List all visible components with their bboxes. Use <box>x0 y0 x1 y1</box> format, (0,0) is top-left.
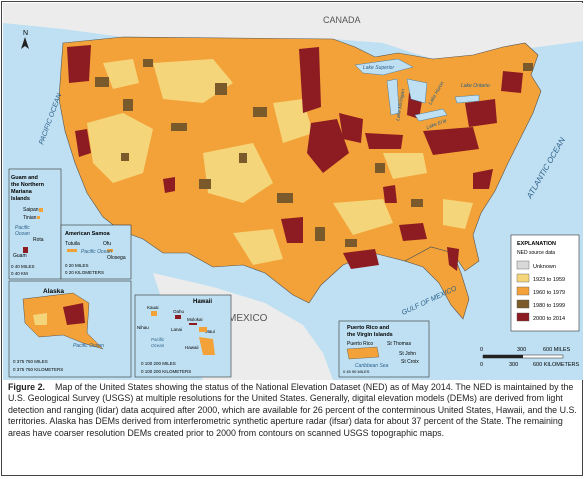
inset-hawaii: Hawaii Kauai Nihau Oahu Molokai Lanai Ma… <box>134 294 232 378</box>
zones-2000-2014 <box>67 45 523 271</box>
legend-swatch <box>516 312 530 322</box>
svg-text:Tutuila: Tutuila <box>65 241 80 247</box>
svg-text:Pacific Ocean: Pacific Ocean <box>73 343 104 349</box>
label-pacific-ocean: PACIFIC OCEAN <box>38 92 63 146</box>
legend-title: EXPLANATION <box>517 241 556 247</box>
svg-text:Ofu: Ofu <box>103 241 111 247</box>
label-mexico: MEXICO <box>228 313 268 324</box>
inset-alaska: Alaska Pacific Ocean 0 375 750 MILES 0 3… <box>8 280 132 378</box>
legend-swatch <box>516 299 530 309</box>
svg-text:0 375 750 KILOMETERS: 0 375 750 KILOMETERS <box>13 367 63 372</box>
svg-text:Hawaii: Hawaii <box>185 345 199 350</box>
svg-text:0 40 MILES: 0 40 MILES <box>11 264 35 269</box>
lake-huron <box>406 78 428 104</box>
legend-label: 1960 to 1979 <box>533 290 565 296</box>
label-atlantic-ocean: ATLANTIC OCEAN <box>524 136 567 201</box>
us-ned-map: CANADA MEXICO PACIFIC OCEAN ATLANTIC OCE… <box>3 3 583 380</box>
lake-michigan <box>386 78 400 116</box>
svg-text:600 KILOMETERS: 600 KILOMETERS <box>533 362 579 368</box>
svg-text:Ocean: Ocean <box>151 343 165 348</box>
svg-text:300: 300 <box>517 347 526 353</box>
inset-guam: Guam and the Northern Mariana Islands Sa… <box>8 168 62 280</box>
svg-text:N: N <box>23 30 28 37</box>
svg-text:American Samoa: American Samoa <box>65 231 111 237</box>
label-lake-michigan: Lake Michigan <box>395 88 407 121</box>
zones-1980-1999 <box>95 59 533 247</box>
svg-text:Maui: Maui <box>205 329 215 334</box>
svg-text:0 20 KILOMETERS: 0 20 KILOMETERS <box>65 270 104 275</box>
inset-puerto-rico: Puerto Rico and the Virgin Islands Puert… <box>338 320 430 378</box>
main-scale-bar: 0 300 600 MILES 0 300 600 KILOMETERS <box>480 347 579 368</box>
svg-text:Islands: Islands <box>11 196 30 202</box>
label-canada: CANADA <box>323 15 361 25</box>
legend-label: 1923 to 1959 <box>533 277 565 283</box>
svg-text:0 45 90 MILES: 0 45 90 MILES <box>343 369 370 374</box>
svg-text:Mariana: Mariana <box>11 189 33 195</box>
caption-text: Map of the United States showing the sta… <box>8 382 577 438</box>
legend-swatch <box>516 273 530 283</box>
svg-text:0 20 MILES: 0 20 MILES <box>65 263 89 268</box>
map-panel: CANADA MEXICO PACIFIC OCEAN ATLANTIC OCE… <box>3 3 583 380</box>
legend: EXPLANATION NED source data Unknown 1923 … <box>510 234 580 332</box>
svg-text:Pacific: Pacific <box>151 337 165 342</box>
svg-text:600 MILES: 600 MILES <box>543 347 571 353</box>
label-lake-ontario: Lake Ontario <box>461 83 490 89</box>
svg-text:Tinian: Tinian <box>23 215 37 221</box>
lake-erie <box>414 108 448 122</box>
svg-text:Guam: Guam <box>13 253 27 259</box>
legend-label: Unknown <box>533 264 556 270</box>
svg-text:St Thomas: St Thomas <box>387 341 412 347</box>
svg-text:Alaska: Alaska <box>43 288 64 295</box>
svg-text:Pacific: Pacific <box>15 225 30 231</box>
svg-text:Pacific Ocean: Pacific Ocean <box>81 249 112 255</box>
svg-text:Ocean: Ocean <box>15 231 30 237</box>
svg-text:Lanai: Lanai <box>171 327 182 332</box>
legend-label: 2000 to 2014 <box>533 316 565 322</box>
legend-swatch <box>516 260 530 270</box>
inset-samoa: American Samoa Tutuila Ofu Olosega Pacif… <box>60 224 132 280</box>
svg-text:Nihau: Nihau <box>137 325 149 330</box>
lake-ontario <box>454 94 480 104</box>
svg-text:0: 0 <box>480 362 483 368</box>
figure-caption: Figure 2. Map of the United States showin… <box>8 382 578 439</box>
svg-text:Saipan: Saipan <box>23 207 39 213</box>
svg-text:Puerto Rico and: Puerto Rico and <box>347 325 389 331</box>
svg-text:Molokai: Molokai <box>187 317 203 322</box>
north-arrow-icon: N <box>21 30 29 49</box>
caption-label: Figure 2. <box>8 382 45 392</box>
svg-text:Caribbean Sea: Caribbean Sea <box>355 363 389 369</box>
svg-text:Rota: Rota <box>33 237 44 243</box>
svg-text:300: 300 <box>509 362 518 368</box>
svg-text:St John: St John <box>399 351 416 357</box>
svg-text:Puerto Rico: Puerto Rico <box>347 341 373 347</box>
legend-label: 1980 to 1999 <box>533 303 565 309</box>
zones-1923-1959 <box>87 59 473 265</box>
legend-swatch <box>516 286 530 296</box>
lake-superior <box>354 58 414 76</box>
svg-text:the Northern: the Northern <box>11 182 45 188</box>
svg-text:0 40 KM: 0 40 KM <box>11 271 28 276</box>
canada-land <box>3 3 583 59</box>
svg-text:0: 0 <box>480 347 483 353</box>
svg-text:0 100 200 KILOMETERS: 0 100 200 KILOMETERS <box>141 369 191 374</box>
label-lake-superior: Lake Superior <box>363 65 394 71</box>
svg-text:0 100 200 MILES: 0 100 200 MILES <box>141 361 176 366</box>
svg-text:Kauai: Kauai <box>147 305 159 310</box>
svg-text:the Virgin Islands: the Virgin Islands <box>347 332 393 338</box>
legend-subtitle: NED source data <box>517 250 555 256</box>
svg-text:Oahu: Oahu <box>173 309 185 314</box>
svg-text:Olosega: Olosega <box>107 255 126 261</box>
great-lakes <box>354 58 480 122</box>
svg-text:Hawaii: Hawaii <box>193 299 212 305</box>
svg-text:0 375 750 MILES: 0 375 750 MILES <box>13 359 48 364</box>
svg-text:St Croix: St Croix <box>401 359 419 365</box>
svg-text:Guam and: Guam and <box>11 175 38 181</box>
